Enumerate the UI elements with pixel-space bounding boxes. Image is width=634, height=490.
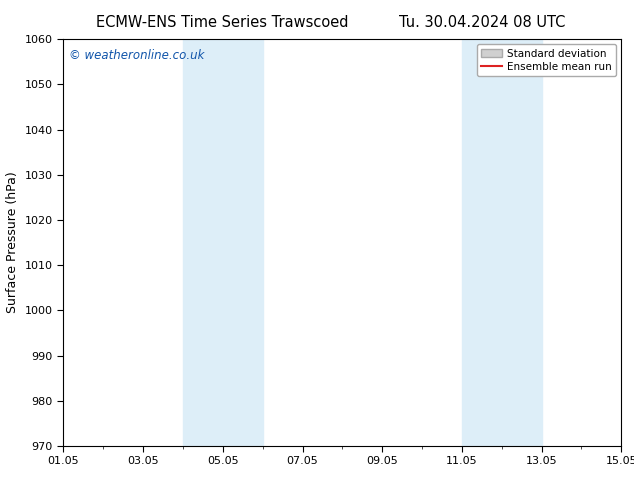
Legend: Standard deviation, Ensemble mean run: Standard deviation, Ensemble mean run <box>477 45 616 76</box>
Bar <box>183 39 262 446</box>
Text: Tu. 30.04.2024 08 UTC: Tu. 30.04.2024 08 UTC <box>399 15 565 30</box>
Text: © weatheronline.co.uk: © weatheronline.co.uk <box>69 49 204 62</box>
Y-axis label: Surface Pressure (hPa): Surface Pressure (hPa) <box>6 172 19 314</box>
Text: ECMW-ENS Time Series Trawscoed: ECMW-ENS Time Series Trawscoed <box>96 15 348 30</box>
Bar <box>462 39 541 446</box>
